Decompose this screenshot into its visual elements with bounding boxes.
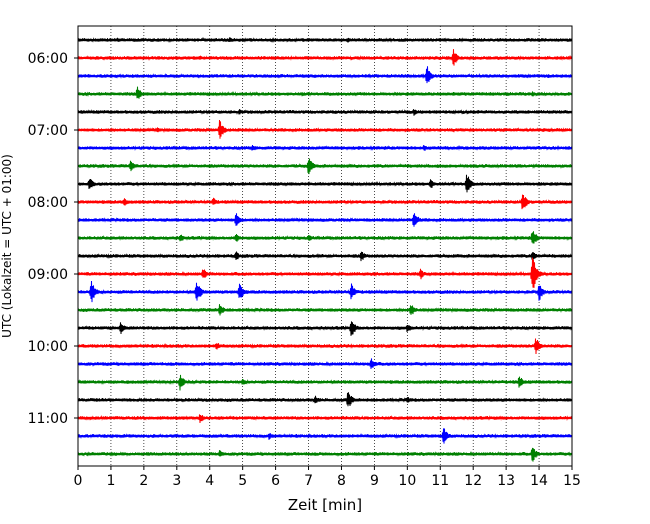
seismic-trace-0645 <box>77 109 573 116</box>
y-tick-label: 08:00 <box>28 195 68 211</box>
x-tick-label: 15 <box>563 473 581 489</box>
y-tick-label: 07:00 <box>28 123 68 139</box>
seismic-trace-1015 <box>77 358 573 369</box>
y-tick-label: 11:00 <box>28 411 68 427</box>
seismic-trace-1045 <box>77 392 573 407</box>
seismic-trace-0830 <box>77 231 573 244</box>
seismic-trace-0815 <box>77 213 573 227</box>
x-tick-label: 5 <box>238 473 247 489</box>
seismic-trace-0730 <box>77 158 573 175</box>
x-tick-label: 13 <box>497 473 515 489</box>
x-tick-label: 2 <box>139 473 148 489</box>
trace-layer <box>77 36 573 462</box>
y-axis-title: UTC (Lokalzeit = UTC + 01:00) <box>0 154 14 338</box>
x-tick-label: 12 <box>464 473 482 489</box>
seismic-trace-0615 <box>77 66 573 84</box>
x-tick-label: 1 <box>106 473 115 489</box>
seismic-trace-1030 <box>77 374 573 391</box>
x-tick-label: 10 <box>398 473 416 489</box>
seismic-trace-0900 <box>77 257 573 288</box>
seismic-trace-0745 <box>77 174 573 193</box>
x-tick-label: 9 <box>370 473 379 489</box>
x-tick-label: 0 <box>74 473 83 489</box>
seismic-trace-0845 <box>77 251 573 262</box>
seismic-trace-0545 <box>77 36 573 43</box>
seismic-trace-0700 <box>77 120 573 139</box>
x-tick-label: 11 <box>431 473 449 489</box>
x-tick-label: 4 <box>205 473 214 489</box>
x-tick-label: 6 <box>271 473 280 489</box>
seismic-trace-0715 <box>77 144 573 152</box>
y-tick-label: 09:00 <box>28 267 68 283</box>
seismic-trace-1100 <box>77 414 573 423</box>
x-tick-label: 3 <box>172 473 181 489</box>
x-tick-label: 7 <box>304 473 313 489</box>
seismic-trace-0930 <box>77 304 573 316</box>
seismic-trace-1000 <box>77 338 573 355</box>
seismic-trace-0800 <box>77 194 573 210</box>
plot-frame <box>77 25 573 467</box>
tick-layer: 0 1 2 3 4 5 6 7 8 9 10 11 12 13 14 1506:0007:0008:0009:… <box>28 51 581 489</box>
seismic-trace-0945 <box>77 321 573 336</box>
seismic-trace-0630 <box>77 86 573 99</box>
grid-layer <box>110 26 540 466</box>
y-tick-label: 06:00 <box>28 51 68 67</box>
seismic-trace-0915 <box>77 280 573 303</box>
x-axis-title: Zeit [min] <box>288 496 362 514</box>
y-tick-label: 10:00 <box>28 339 68 355</box>
x-tick-label: 8 <box>337 473 346 489</box>
seismic-trace-0600 <box>77 49 573 66</box>
x-tick-label: 14 <box>530 473 548 489</box>
seismic-trace-1115 <box>77 428 573 444</box>
seismic-trace-1130 <box>77 447 573 462</box>
